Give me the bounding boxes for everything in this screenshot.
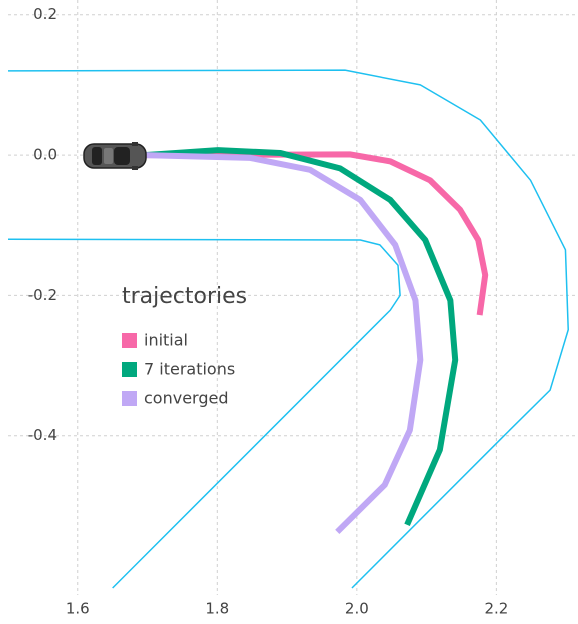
car-icon xyxy=(83,142,147,170)
lines xyxy=(7,69,569,589)
legend-title: trajectories xyxy=(122,284,247,309)
grid: 1.6 1.8 2.0 2.2 0.2 0.0 -0.2 -0.4 xyxy=(8,0,578,618)
legend: trajectories initial 7 iterations converge… xyxy=(122,284,247,408)
road-boundary xyxy=(7,69,569,589)
legend-swatch xyxy=(122,391,137,406)
x-tick-label: 1.6 xyxy=(66,600,90,618)
road-boundary xyxy=(7,238,401,589)
x-tick-label: 1.8 xyxy=(205,600,229,618)
y-tick-label: -0.2 xyxy=(28,286,57,304)
x-tick-label: 2.2 xyxy=(484,600,508,618)
y-tick-label: 0.2 xyxy=(33,5,57,23)
y-tick-label: 0.0 xyxy=(33,146,57,164)
legend-label: converged xyxy=(144,389,229,408)
trajectory-line xyxy=(144,147,459,527)
y-tick-label: -0.4 xyxy=(28,426,57,444)
legend-swatch xyxy=(122,362,137,377)
legend-swatch xyxy=(122,333,137,348)
legend-label: initial xyxy=(144,331,188,350)
legend-label: 7 iterations xyxy=(144,360,235,379)
trajectory-line xyxy=(144,151,489,316)
trajectory-line xyxy=(144,152,424,534)
x-tick-label: 2.0 xyxy=(345,600,369,618)
